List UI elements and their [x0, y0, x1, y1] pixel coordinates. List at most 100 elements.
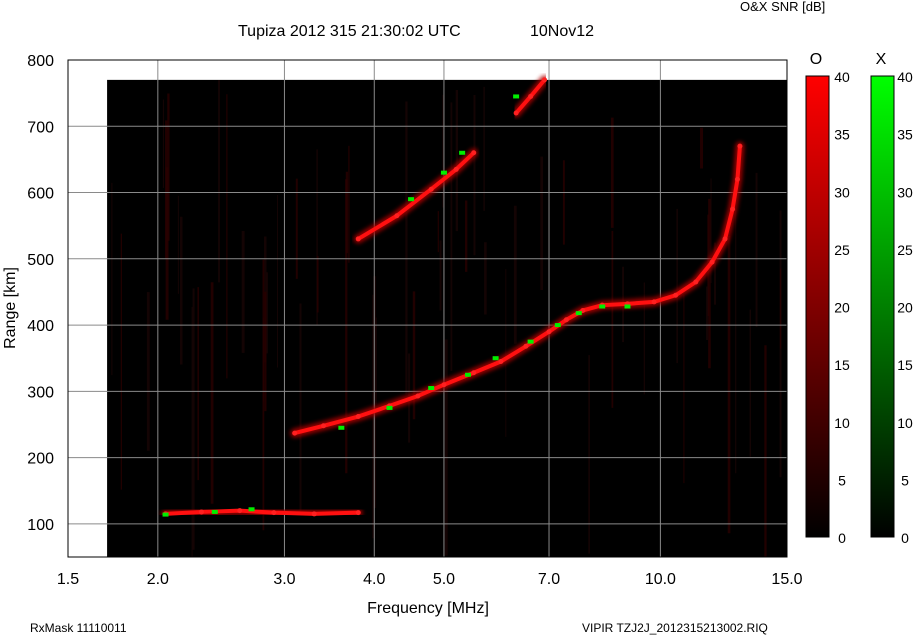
- o-trace-point: [673, 292, 679, 298]
- o-trace-point: [355, 414, 361, 420]
- x-tick-label: 5.0: [433, 571, 455, 588]
- rx-mask: RxMask 11110011: [30, 621, 127, 635]
- y-tick-label: 700: [27, 119, 54, 136]
- x-trace-point: [338, 425, 345, 430]
- file-name: VIPIR TZJ2J_2012315213002.RIQ: [582, 621, 768, 635]
- o-trace-point: [271, 510, 277, 516]
- colorbar-tick-label: 30: [834, 184, 850, 200]
- colorbar-tick-label: 25: [897, 242, 913, 258]
- o-trace-line: [163, 508, 361, 516]
- colorbar-tick-label: 10: [834, 415, 850, 431]
- colorbar-tick-label: 5: [838, 472, 846, 488]
- x-trace-point: [408, 197, 415, 202]
- o-trace-point: [542, 77, 548, 83]
- y-tick-label: 600: [27, 186, 54, 203]
- x-trace-point: [440, 170, 447, 175]
- o-trace-point: [198, 509, 204, 515]
- x-trace-point: [513, 94, 520, 99]
- colorbar-tick-label: 35: [834, 127, 850, 143]
- o-trace-point: [237, 508, 243, 514]
- x-trace-point: [211, 509, 218, 514]
- x-tick-label: 7.0: [538, 571, 560, 588]
- colorbar-title: X: [876, 51, 887, 68]
- x-trace-point: [599, 304, 606, 309]
- x-tick-label: 15.0: [771, 571, 802, 588]
- x-trace-point: [386, 405, 393, 410]
- o-mode-trace: [161, 75, 745, 519]
- y-tick-label: 500: [27, 252, 54, 269]
- colorbar-tick-label: 20: [834, 300, 850, 316]
- colorbar-tick-label: 20: [897, 300, 913, 316]
- o-trace-point: [722, 236, 728, 242]
- colorbar-x: [870, 75, 895, 538]
- colorbar-tick-label: 40: [834, 69, 850, 85]
- colorbar-tick-label: 15: [834, 357, 850, 373]
- x-axis-label: Frequency [MHz]: [367, 600, 489, 617]
- o-trace-point: [513, 110, 519, 116]
- o-trace-point: [546, 329, 552, 335]
- colorbar-tick-label: 0: [901, 530, 909, 546]
- x-trace-point: [575, 311, 582, 316]
- o-trace-point: [321, 423, 327, 429]
- y-tick-label: 800: [27, 53, 54, 70]
- x-tick-label: 4.0: [363, 571, 385, 588]
- o-trace-point: [471, 370, 477, 376]
- x-trace-point: [428, 386, 435, 391]
- x-tick-label: 1.5: [57, 571, 79, 588]
- x-trace-point: [624, 304, 631, 309]
- x-trace-point: [464, 372, 471, 377]
- o-trace-point: [651, 299, 657, 305]
- plot-area: [67, 59, 788, 558]
- o-trace-point: [737, 143, 743, 149]
- colorbar-tick-label: 0: [838, 530, 846, 546]
- y-tick-label: 100: [27, 517, 54, 534]
- colorbar-tick-label: 40: [897, 69, 913, 85]
- plot-border: [67, 59, 788, 558]
- y-tick-label: 400: [27, 318, 54, 335]
- colorbar-tick-label: 35: [897, 127, 913, 143]
- x-trace-point: [492, 356, 499, 361]
- x-trace-point: [459, 150, 466, 155]
- o-trace-point: [415, 393, 421, 399]
- y-tick-label: 300: [27, 384, 54, 401]
- o-trace-point: [311, 511, 317, 517]
- y-tick-label: 200: [27, 451, 54, 468]
- x-tick-label: 2.0: [147, 571, 169, 588]
- x-tick-label: 3.0: [273, 571, 295, 588]
- x-trace-point: [162, 512, 169, 517]
- o-trace-point: [734, 176, 740, 182]
- x-trace-point: [527, 339, 534, 344]
- o-trace-point: [441, 382, 447, 388]
- o-trace-point: [355, 236, 361, 242]
- o-trace-point: [528, 93, 534, 99]
- chart-title: Tupiza 2012 315 21:30:02 UTC: [238, 23, 461, 40]
- o-trace-point: [693, 279, 699, 285]
- o-trace-point: [292, 430, 298, 436]
- colorbar-title: O: [810, 51, 822, 68]
- colorbar-o: [805, 75, 830, 538]
- colorbar-tick-label: 15: [897, 357, 913, 373]
- colorbar-tick-label: 10: [897, 415, 913, 431]
- o-trace-point: [523, 343, 529, 349]
- x-mode-trace: [162, 94, 631, 517]
- x-trace-point: [554, 323, 561, 328]
- colorbar-tick-label: 5: [901, 472, 909, 488]
- o-trace-point: [471, 150, 477, 156]
- o-trace-point: [498, 359, 504, 365]
- o-trace-point: [730, 206, 736, 212]
- colorbar-tick-label: 30: [897, 184, 913, 200]
- colorbar-tick-label: 25: [834, 242, 850, 258]
- o-trace-point: [355, 510, 361, 516]
- snr-label: O&X SNR [dB]: [740, 0, 825, 14]
- snr-colorbars: O 0 5 10 15 20 25 30 35 40 X 0 5 10 15 20 25 30 35 40: [805, 51, 913, 546]
- x-tick-label: 10.0: [645, 571, 676, 588]
- chart-date: 10Nov12: [530, 23, 594, 40]
- x-trace-point: [248, 507, 255, 512]
- o-trace-point: [709, 259, 715, 265]
- o-trace-point: [428, 186, 434, 192]
- o-trace-point: [563, 317, 569, 323]
- o-trace-line: [292, 144, 742, 436]
- o-trace-point: [394, 213, 400, 219]
- x-axis-ticks: 1.5 2.0 3.0 4.0 5.0 7.0 10.0 15.0: [57, 571, 803, 588]
